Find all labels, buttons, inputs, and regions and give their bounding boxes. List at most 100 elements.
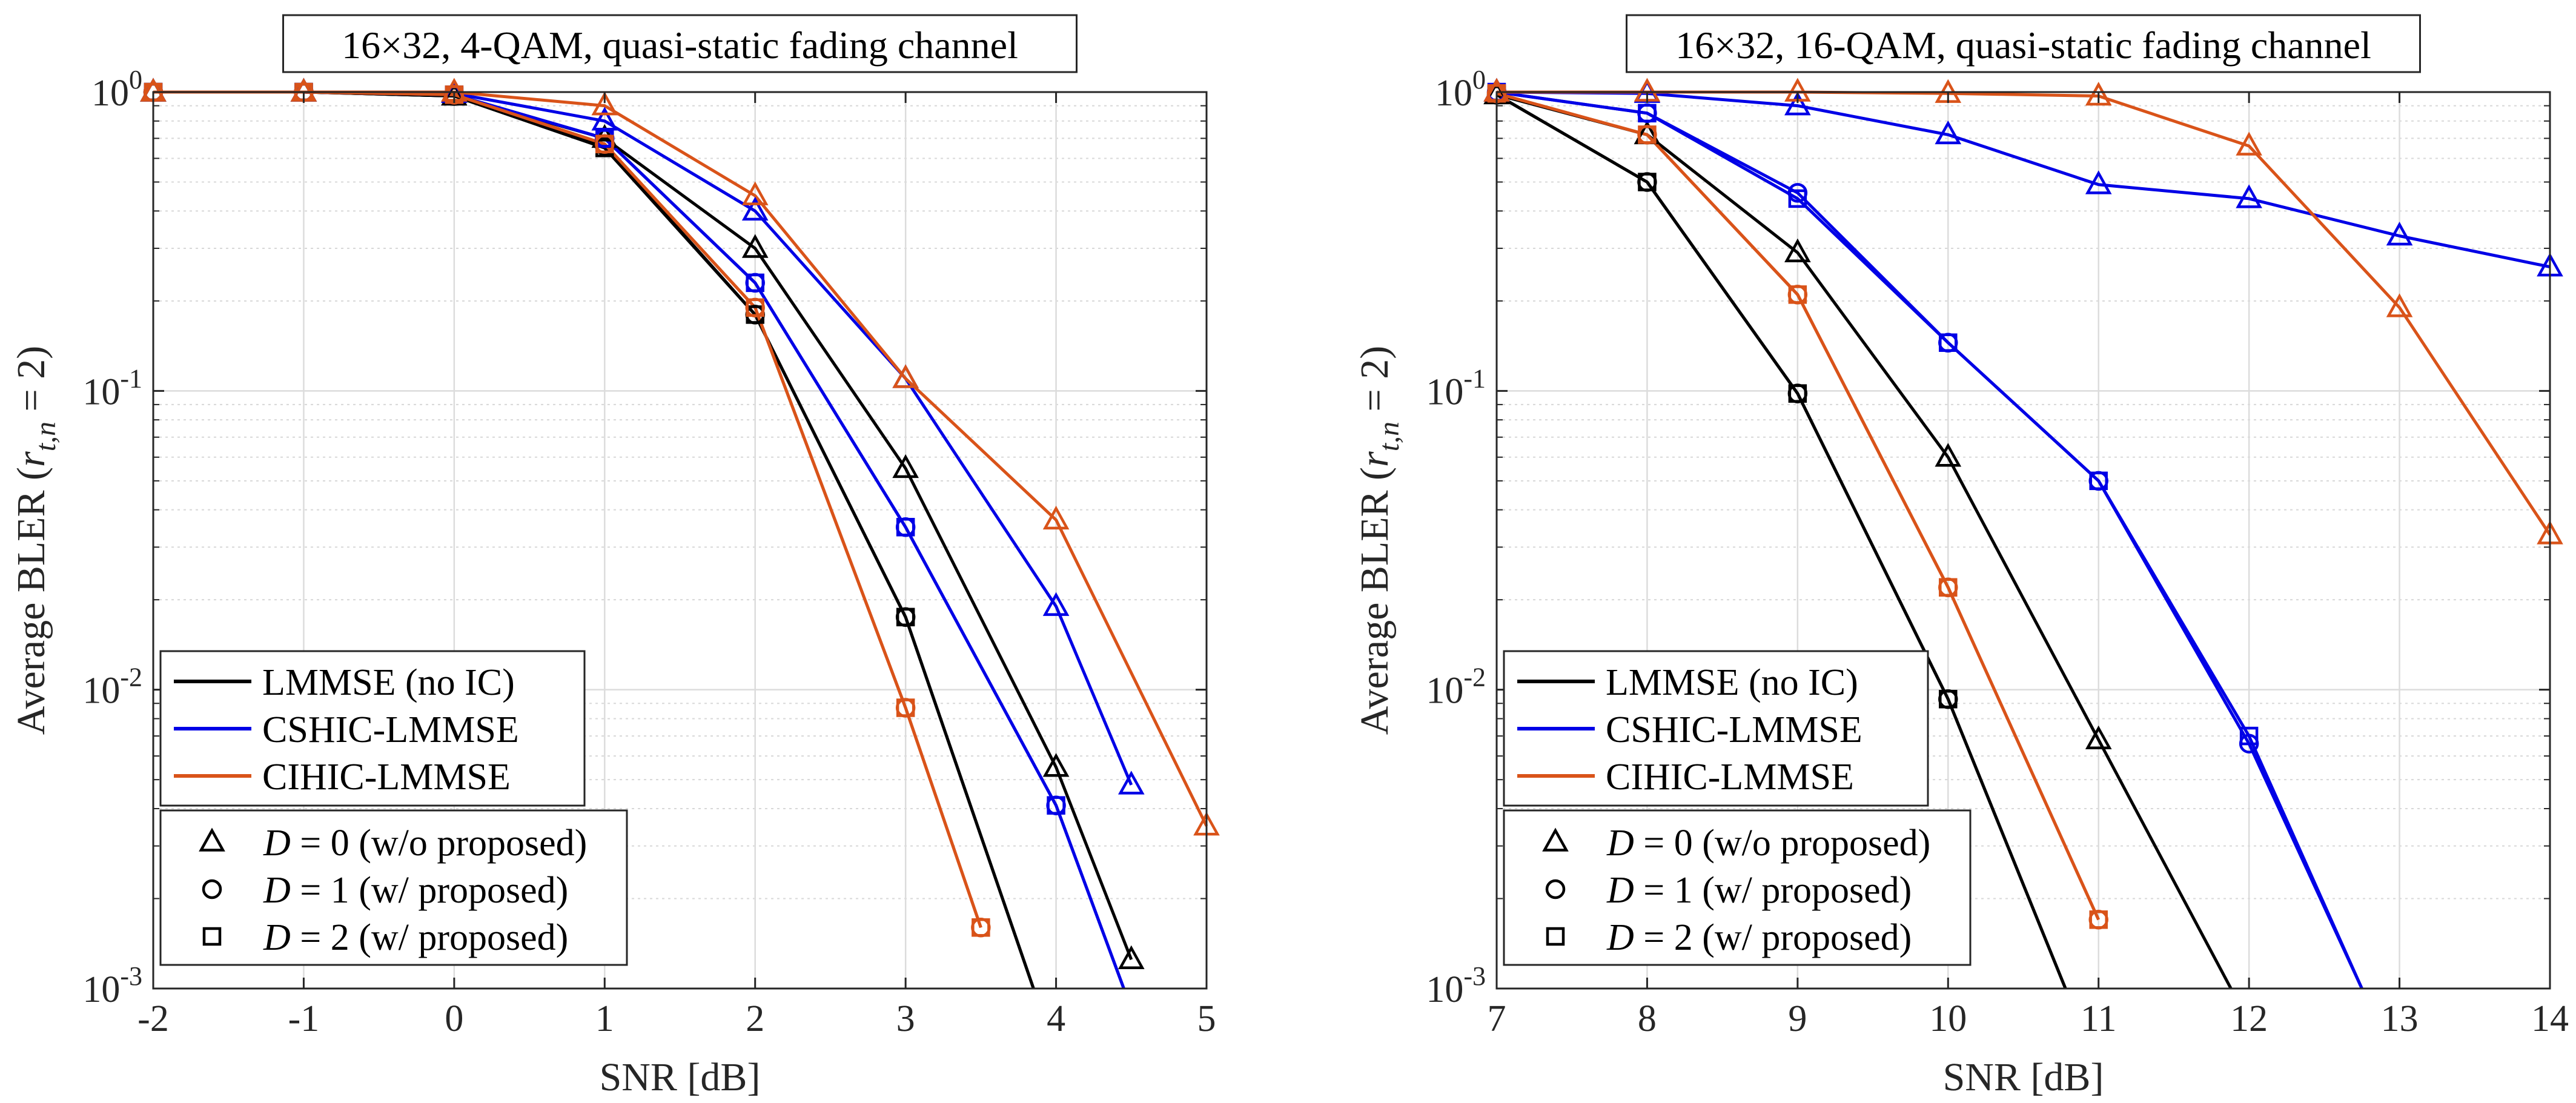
data-point-square xyxy=(972,918,990,937)
legend-text: = 0 (w/o proposed) xyxy=(291,823,588,864)
series-line-cshic-lmmsed0 xyxy=(1497,90,2551,269)
data-point-triangle xyxy=(1935,443,1962,467)
data-point-triangle xyxy=(741,196,769,221)
legend-marker-label: D = 2 (w/ proposed) xyxy=(263,917,568,958)
x-tick-label: 1 xyxy=(595,998,614,1039)
legend-marker-label: D = 1 (w/ proposed) xyxy=(1606,870,1912,911)
x-tick-label: 3 xyxy=(896,998,915,1039)
legend-text: = 0 (w/o proposed) xyxy=(1634,823,1931,864)
y-label-subscript: t,n xyxy=(1373,422,1405,451)
legend-entry-label: LMMSE (no IC) xyxy=(1606,662,1858,703)
axes-box xyxy=(1495,91,2551,990)
x-tick-label: 4 xyxy=(1047,998,1065,1039)
legend-marker-label: D = 2 (w/ proposed) xyxy=(1606,917,1912,958)
y-tick-exponent: 0 xyxy=(1472,65,1486,94)
legend-box xyxy=(1503,809,1972,966)
data-point-square xyxy=(1638,125,1657,144)
legend-series: LMMSE (no IC) CSHIC-LMMSE CIHIC-LMMSE xyxy=(159,650,586,807)
x-tick-label: 0 xyxy=(445,998,463,1039)
y-label-variable: r xyxy=(1353,451,1397,467)
y-tick-base: 10 xyxy=(82,371,120,412)
legend-variable: D xyxy=(263,917,291,958)
x-tick-label: 9 xyxy=(1788,998,1807,1039)
y-tick-exponent: 0 xyxy=(129,65,142,94)
y-tick-label: 10-3 xyxy=(82,961,142,1010)
data-point-triangle xyxy=(591,91,618,116)
x-tick-label: 12 xyxy=(2230,998,2268,1039)
data-point-square xyxy=(1638,173,1657,191)
data-point-triangle xyxy=(1042,753,1070,777)
data-point-square xyxy=(896,608,915,627)
data-point-square xyxy=(1939,578,1958,597)
legend-marker-label: D = 0 (w/o proposed) xyxy=(263,823,587,864)
x-tick-label: -2 xyxy=(137,998,169,1039)
axes-box xyxy=(152,91,1208,990)
legend-variable: D xyxy=(263,823,291,864)
x-tick-label: 7 xyxy=(1488,998,1506,1039)
grid xyxy=(152,91,1208,990)
y-label-subscript: t,n xyxy=(30,422,62,451)
legend-text: = 1 (w/ proposed) xyxy=(291,870,569,911)
data-point-square xyxy=(2089,910,2108,929)
y-tick-exponent: -2 xyxy=(1463,663,1486,692)
data-point-triangle xyxy=(1935,120,1962,145)
x-tick-label: 8 xyxy=(1638,998,1657,1039)
data-point-square xyxy=(2239,726,2259,746)
data-point-triangle xyxy=(2386,222,2413,246)
y-tick-base: 10 xyxy=(1426,969,1463,1010)
data-point-square xyxy=(1788,189,1807,208)
legend-marker-triangle xyxy=(1542,827,1569,852)
data-point-triangle xyxy=(741,234,769,258)
y-tick-exponent: -1 xyxy=(1463,363,1486,393)
chart-title: 16×32, 4-QAM, quasi-static fading channe… xyxy=(342,24,1018,67)
data-point-triangle xyxy=(2085,725,2112,750)
y-label-tail: = 2) xyxy=(1353,346,1397,422)
y-tick-exponent: -1 xyxy=(120,363,142,393)
legend-marker-label: D = 0 (w/o proposed) xyxy=(1606,823,1930,864)
y-tick-label: 10-2 xyxy=(1426,663,1486,712)
legend-text: = 2 (w/ proposed) xyxy=(1634,917,1912,958)
data-point-square xyxy=(595,134,614,154)
data-point-square xyxy=(1939,689,1958,709)
data-point-square xyxy=(1939,333,1958,352)
y-label-variable: r xyxy=(9,451,53,467)
data-point-square xyxy=(2089,471,2108,491)
legend-variable: D xyxy=(1606,823,1634,864)
y-tick-label: 10-1 xyxy=(1426,363,1486,412)
data-point-triangle xyxy=(1042,592,1070,616)
y-tick-exponent: -2 xyxy=(120,663,142,692)
data-point-square xyxy=(1788,384,1807,403)
y-label-tail: = 2) xyxy=(9,346,53,422)
y-tick-label: 100 xyxy=(91,65,142,114)
data-point-triangle xyxy=(2085,170,2112,194)
legend-marker-circle xyxy=(1545,879,1566,899)
x-tick-label: 2 xyxy=(746,998,764,1039)
y-tick-base: 10 xyxy=(1426,671,1463,712)
legend-entry-label: CIHIC-LMMSE xyxy=(262,757,511,798)
chart-title: 16×32, 16-QAM, quasi-static fading chann… xyxy=(1675,24,2371,67)
legend-box xyxy=(159,809,628,966)
x-tick-label: -1 xyxy=(288,998,320,1039)
y-tick-base: 10 xyxy=(82,671,120,712)
data-point-triangle xyxy=(892,454,919,479)
legend-series: LMMSE (no IC) CSHIC-LMMSE CIHIC-LMMSE xyxy=(1503,650,1929,807)
legend-marker-triangle xyxy=(199,827,225,852)
legend-variable: D xyxy=(263,870,291,911)
legend-marker-square xyxy=(1546,927,1565,946)
data-point-triangle xyxy=(1117,945,1145,969)
y-tick-base: 10 xyxy=(91,73,129,114)
y-axis-label: Average BLER (rt,n = 2) xyxy=(9,346,62,735)
y-tick-label: 100 xyxy=(1435,65,1486,114)
series-line-cihic-lmmsed2 xyxy=(1497,91,2100,921)
data-point-square xyxy=(746,273,764,293)
y-tick-base: 10 xyxy=(1435,73,1472,114)
legend-variable: D xyxy=(1606,870,1634,911)
y-tick-base: 10 xyxy=(82,969,120,1010)
data-point-triangle xyxy=(2085,81,2112,106)
legend-marker-square xyxy=(202,927,222,946)
series-line-lmmse-no-ic-d2 xyxy=(1497,93,2067,989)
y-tick-exponent: -3 xyxy=(120,961,142,991)
title-box xyxy=(282,14,1078,73)
x-tick-label: 10 xyxy=(1929,998,1967,1039)
data-point-triangle xyxy=(2236,184,2262,208)
